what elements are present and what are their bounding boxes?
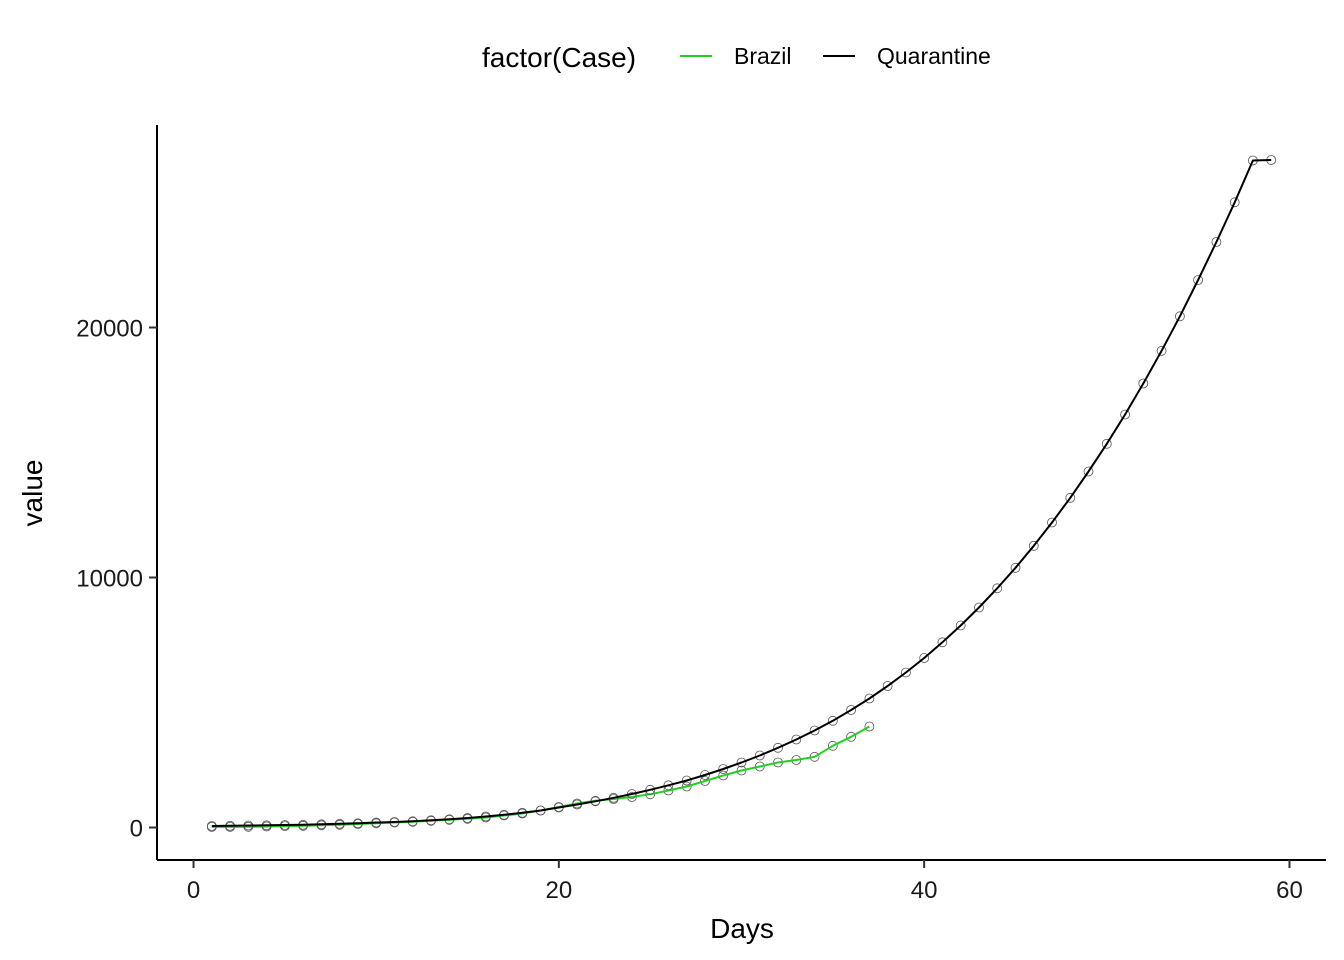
data-point-quarantine [864,693,875,704]
data-point-quarantine [901,667,911,678]
data-point-quarantine [791,734,802,745]
data-point-quarantine [736,757,747,768]
x-ticks: 0 20 40 60 [187,860,1303,904]
data-point-quarantine [1211,237,1222,247]
series-line-quarantine [211,159,1272,827]
x-axis-title: Days [710,913,774,944]
series-line-brazil [211,725,870,828]
data-point-quarantine [1175,311,1185,322]
data-point-quarantine [700,770,710,780]
data-point-brazil [864,721,875,732]
y-ticks: 0 10000 20000 [76,316,157,843]
data-point-quarantine [645,784,656,795]
data-point-quarantine [1120,409,1130,420]
data-point-quarantine [809,725,820,736]
y-tick-label: 0 [130,816,143,843]
data-point-quarantine [919,653,930,663]
data-point-quarantine [718,764,729,774]
data-point-quarantine [1138,378,1149,389]
y-axis-title: value [17,460,48,527]
data-point-quarantine [1229,197,1240,208]
data-point-quarantine [1047,517,1057,528]
data-point-quarantine [754,750,765,761]
legend-label-quarantine: Quarantine [877,43,991,69]
data-point-quarantine [1193,275,1203,285]
data-point-quarantine [1101,438,1112,449]
series-layer [206,155,1277,832]
data-point-brazil [846,731,856,742]
series-quarantine [206,155,1277,831]
data-point-quarantine [1010,562,1021,573]
data-point-quarantine [1028,540,1039,551]
data-point-quarantine [681,775,692,786]
data-point-brazil [718,770,729,781]
data-point-brazil [827,740,838,751]
data-point-quarantine [974,602,984,613]
data-point-quarantine [937,637,948,648]
legend-title: factor(Case) [482,42,636,73]
legend-label-brazil: Brazil [734,43,792,69]
data-point-quarantine [882,681,893,691]
x-tick-label: 40 [911,877,938,904]
data-point-quarantine [846,705,856,715]
data-point-quarantine [663,780,674,791]
data-point-brazil [700,776,710,786]
data-point-quarantine [1156,345,1167,356]
data-point-quarantine [955,620,966,631]
legend: factor(Case) Brazil Quarantine [482,42,991,73]
data-point-quarantine [1083,466,1094,477]
y-tick-label: 20000 [76,316,143,343]
data-point-quarantine [992,583,1003,594]
y-tick-label: 10000 [76,566,143,593]
data-point-quarantine [773,742,783,753]
x-tick-label: 60 [1276,877,1303,904]
data-point-quarantine [827,715,838,726]
data-point-quarantine [1065,492,1076,503]
x-tick-label: 20 [545,877,572,904]
x-tick-label: 0 [187,877,200,904]
